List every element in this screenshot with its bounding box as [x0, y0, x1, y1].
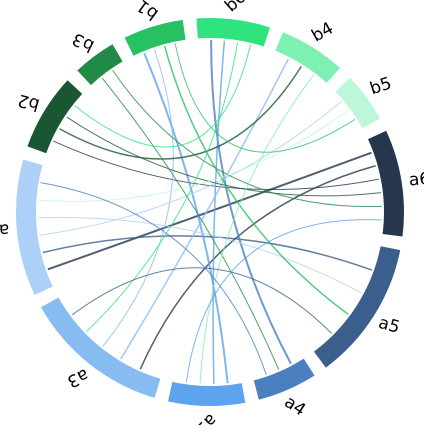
chord-link: [74, 44, 251, 148]
chord-link: [66, 116, 381, 197]
node-label: a4: [280, 392, 309, 420]
node-arc: [335, 77, 380, 129]
node-arc: [16, 159, 53, 296]
chord-link: [53, 140, 379, 191]
node-label: a6: [408, 169, 424, 191]
node-arc: [313, 246, 401, 368]
node-arc: [196, 18, 270, 47]
node-arc: [41, 297, 161, 398]
node-arc: [275, 32, 341, 83]
node-label: a5: [376, 313, 402, 338]
chord-link: [120, 58, 289, 360]
node-arc: [253, 358, 315, 400]
chord-link: [38, 216, 362, 294]
node-arc: [124, 19, 186, 56]
chord-link: [40, 182, 267, 375]
chord-link: [42, 235, 373, 271]
chord-link: [38, 109, 349, 202]
node-label: b5: [367, 74, 394, 100]
chord-link: [174, 43, 356, 153]
chord-link: [163, 45, 349, 315]
chord-link: [139, 164, 376, 370]
node-arc: [27, 80, 83, 154]
node-label: b2: [16, 89, 42, 114]
node-label: b4: [308, 18, 337, 46]
chord-link: [185, 219, 382, 383]
node-label: b3: [69, 28, 97, 56]
chord-link: [39, 100, 342, 236]
node-arc: [77, 44, 123, 86]
chord-link: [47, 151, 372, 271]
node-label: a2: [0, 219, 10, 240]
node-arc: [168, 381, 246, 407]
chord-link: [143, 52, 229, 384]
node-label: b1: [133, 0, 162, 24]
chord-link: [210, 39, 292, 365]
node-label: a3: [64, 364, 92, 391]
chord-link: [101, 77, 280, 370]
node-arc: [368, 130, 404, 237]
node-label: b6: [221, 0, 250, 16]
chord-link: [102, 49, 174, 347]
chord-link: [212, 40, 226, 384]
chord-link: [71, 267, 333, 334]
node-label: a1: [192, 409, 221, 425]
chord-link: [86, 42, 238, 333]
chord-link: [199, 74, 315, 384]
